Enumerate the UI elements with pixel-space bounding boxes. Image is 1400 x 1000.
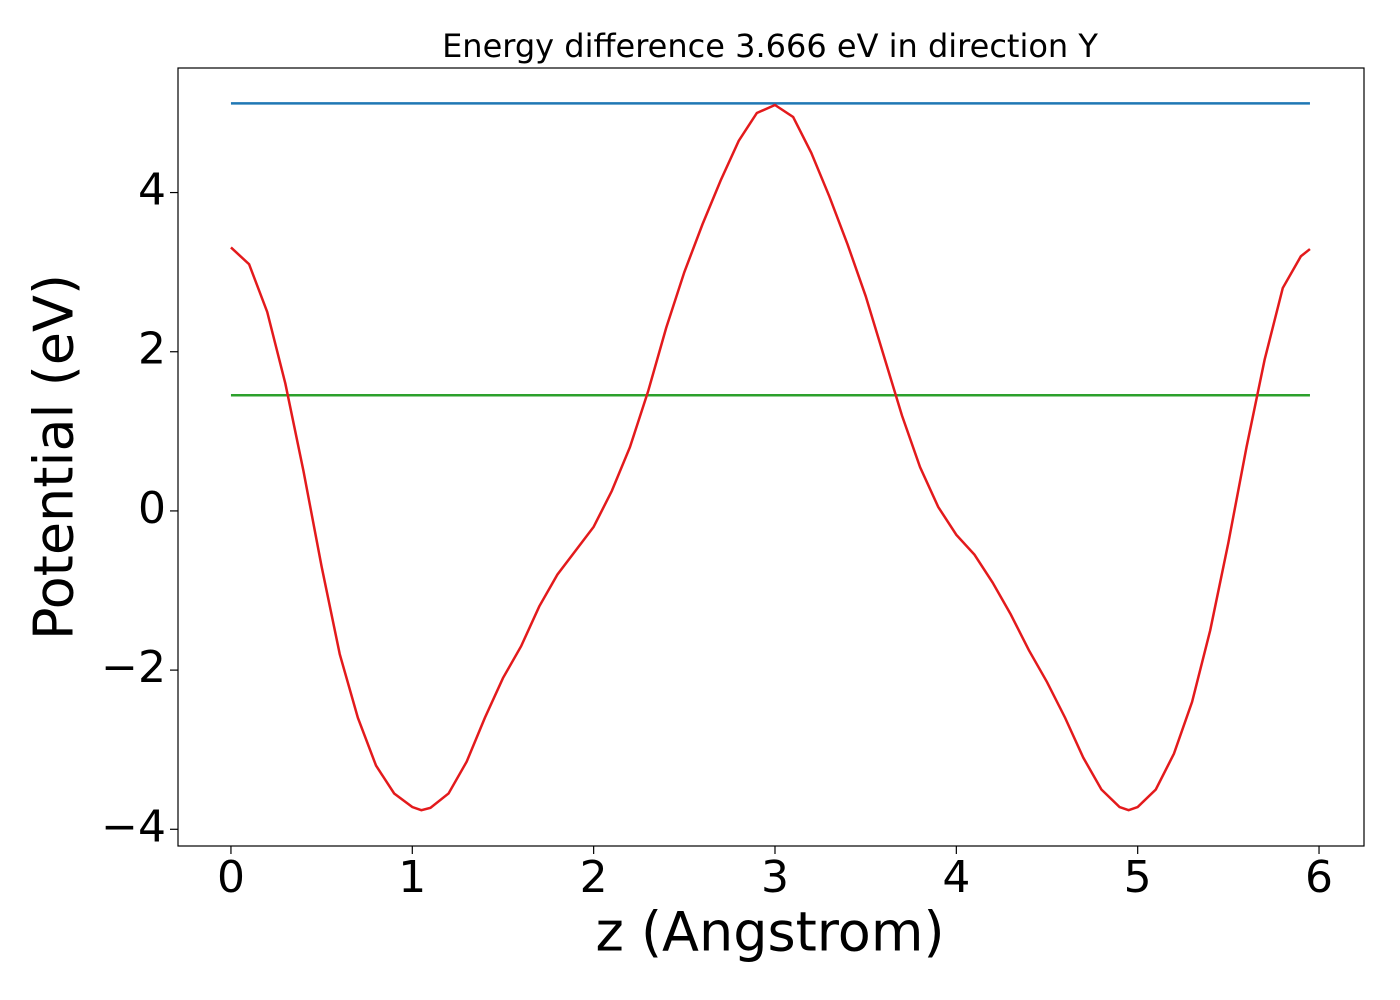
x-tick-label: 2: [580, 852, 608, 903]
x-tick-label: 5: [1124, 852, 1152, 903]
y-tick-label: −2: [101, 642, 166, 693]
y-tick-label: 2: [138, 324, 166, 375]
y-axis-label: Potential (eV): [23, 274, 86, 640]
x-tick-label: 3: [761, 852, 789, 903]
line: [230, 103, 1311, 812]
x-tick-label: 0: [217, 852, 245, 903]
x-axis-label: z (Angstrom): [595, 901, 944, 964]
x-tick-label: 6: [1305, 852, 1333, 903]
y-tick-label: −4: [101, 801, 166, 852]
x-tick-label: 1: [398, 852, 426, 903]
y-tick-label: 0: [138, 483, 166, 534]
chart-title: Energy difference 3.666 eV in direction …: [442, 27, 1098, 65]
y-tick-label: 4: [138, 165, 166, 216]
x-tick-label: 4: [942, 852, 970, 903]
plot-frame: [177, 67, 1365, 847]
